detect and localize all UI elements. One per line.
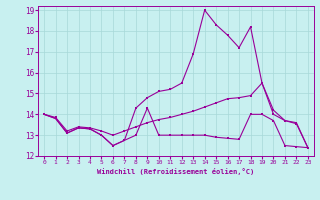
X-axis label: Windchill (Refroidissement éolien,°C): Windchill (Refroidissement éolien,°C) (97, 168, 255, 175)
